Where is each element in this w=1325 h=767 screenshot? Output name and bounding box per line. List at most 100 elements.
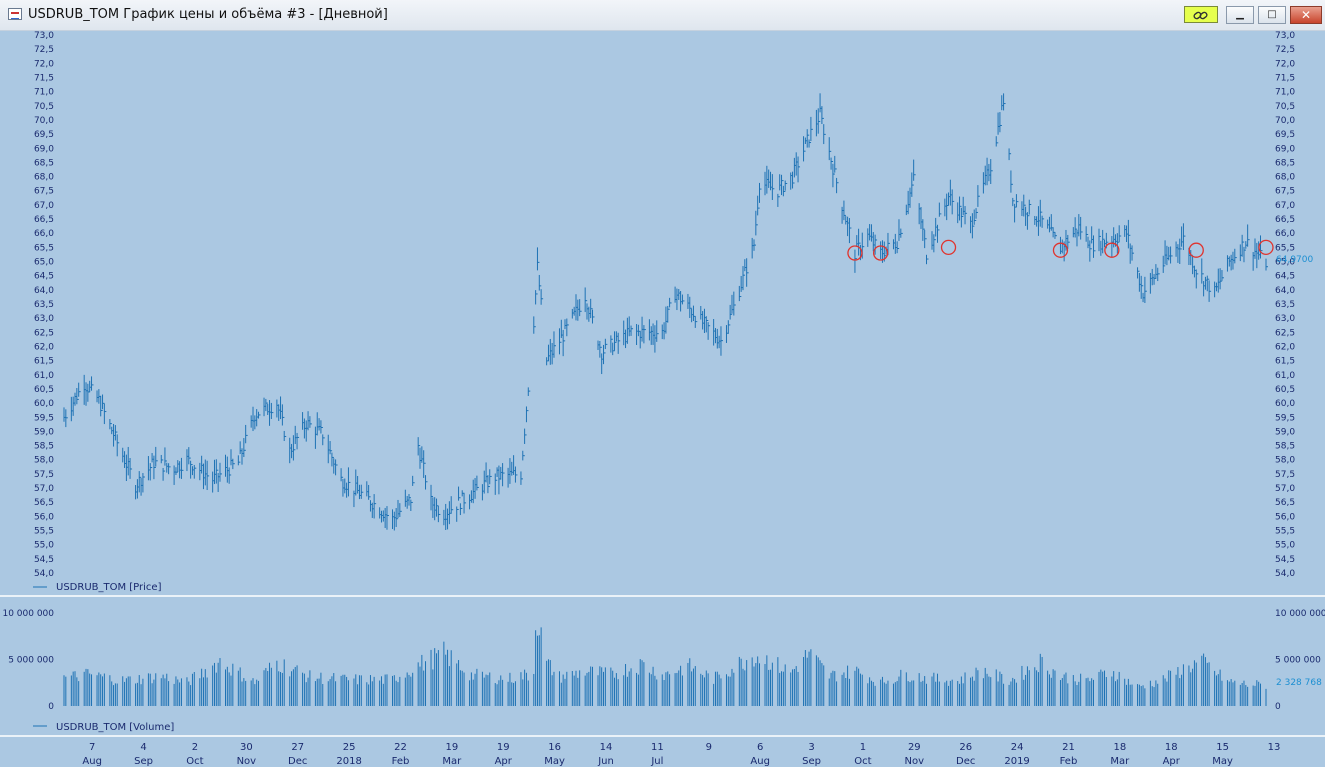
- legends: USDRUB_TOM [Price] USDRUB_TOM [Volume]: [33, 582, 174, 733]
- price-tick-right: 69,5: [1275, 130, 1295, 140]
- window-title: USDRUB_TOM График цены и объёма #3 - [Дн…: [28, 7, 388, 22]
- x-month-tick: Feb: [392, 756, 410, 767]
- x-day-tick: 19: [497, 742, 510, 753]
- price-tick-right: 67,0: [1275, 201, 1295, 211]
- x-day-tick: 26: [959, 742, 972, 753]
- x-month-tick: 2019: [1004, 756, 1029, 767]
- price-tick-right: 66,5: [1275, 215, 1295, 225]
- price-tick-left: 67,0: [34, 201, 54, 211]
- volume-tick-right: 5 000 000: [1275, 656, 1321, 666]
- x-month-tick: Nov: [237, 756, 257, 767]
- x-day-tick: 2: [192, 742, 198, 753]
- x-day-tick: 4: [140, 742, 146, 753]
- price-tick-left: 54,5: [34, 555, 54, 565]
- circle-marker: [1104, 242, 1120, 258]
- price-tick-right: 72,5: [1275, 45, 1295, 55]
- price-tick-right: 66,0: [1275, 229, 1295, 239]
- price-tick-right: 54,5: [1275, 555, 1295, 565]
- price-tick-right: 56,0: [1275, 512, 1295, 522]
- title-bar[interactable]: USDRUB_TOM График цены и объёма #3 - [Дн…: [0, 0, 1325, 31]
- price-tick-right: 69,0: [1275, 144, 1295, 154]
- price-tick-left: 70,0: [34, 116, 54, 126]
- price-tick-left: 64,5: [34, 272, 54, 282]
- x-day-tick: 18: [1113, 742, 1126, 753]
- circle-marker: [1258, 239, 1274, 256]
- x-month-tick: May: [1212, 756, 1233, 767]
- x-day-tick: 7: [89, 742, 95, 753]
- volume-legend-label: USDRUB_TOM [Volume]: [56, 722, 174, 733]
- close-button[interactable]: ✕: [1290, 6, 1322, 24]
- price-tick-left: 61,5: [34, 357, 54, 367]
- price-tick-right: 63,5: [1275, 300, 1295, 310]
- x-day-tick: 16: [548, 742, 561, 753]
- separators: [0, 595, 1325, 737]
- x-day-tick: 19: [446, 742, 459, 753]
- chart-app-icon: [8, 8, 22, 20]
- last-volume-label: 2 328 768: [1276, 678, 1322, 688]
- price-tick-right: 60,5: [1275, 385, 1295, 395]
- x-month-tick: Feb: [1060, 756, 1078, 767]
- price-tick-left: 58,5: [34, 442, 54, 452]
- price-tick-right: 64,0: [1275, 286, 1295, 296]
- x-day-tick: 15: [1216, 742, 1229, 753]
- x-day-tick: 6: [757, 742, 763, 753]
- price-tick-right: 55,0: [1275, 541, 1295, 551]
- x-month-tick: Jun: [597, 756, 614, 767]
- maximize-button[interactable]: □: [1258, 6, 1286, 24]
- x-month-tick: Nov: [905, 756, 925, 767]
- volume-tick-right: 10 000 000: [1275, 609, 1325, 619]
- price-tick-left: 68,0: [34, 173, 54, 183]
- price-tick-left: 66,0: [34, 229, 54, 239]
- circle-marker: [940, 239, 957, 256]
- price-tick-right: 55,5: [1275, 527, 1295, 537]
- x-month-tick: Apr: [1163, 756, 1181, 767]
- price-tick-left: 56,5: [34, 498, 54, 508]
- x-day-tick: 9: [706, 742, 712, 753]
- price-tick-left: 73,0: [34, 31, 54, 41]
- x-day-tick: 21: [1062, 742, 1075, 753]
- price-tick-left: 57,5: [34, 470, 54, 480]
- price-tick-right: 56,5: [1275, 498, 1295, 508]
- price-tick-left: 56,0: [34, 512, 54, 522]
- price-series: [63, 93, 1268, 531]
- x-month-tick: Aug: [82, 756, 102, 767]
- price-tick-left: 58,0: [34, 456, 54, 466]
- price-tick-left: 69,5: [34, 130, 54, 140]
- price-tick-right: 71,0: [1275, 88, 1295, 98]
- x-month-tick: Jul: [650, 756, 663, 767]
- circled-price-markers: [847, 239, 1274, 261]
- price-tick-left: 69,0: [34, 144, 54, 154]
- price-tick-right: 62,0: [1275, 342, 1295, 352]
- price-tick-right: 68,5: [1275, 158, 1295, 168]
- x-day-tick: 27: [291, 742, 304, 753]
- price-tick-left: 62,0: [34, 342, 54, 352]
- price-volume-chart: 54,0 54,0 54,5 54,5 55,0 55,0 55,5 55,5 56,0 56,0…: [0, 31, 1325, 767]
- price-tick-left: 65,5: [34, 243, 54, 253]
- price-tick-right: 68,0: [1275, 173, 1295, 183]
- price-tick-left: 55,5: [34, 527, 54, 537]
- price-tick-left: 65,0: [34, 258, 54, 268]
- price-tick-right: 63,0: [1275, 314, 1295, 324]
- x-day-tick: 30: [240, 742, 253, 753]
- x-month-tick: 2018: [336, 756, 361, 767]
- circle-marker: [1188, 242, 1204, 258]
- volume-tick-left: 5 000 000: [8, 656, 54, 666]
- x-day-tick: 13: [1268, 742, 1281, 753]
- price-tick-right: 67,5: [1275, 187, 1295, 197]
- price-tick-right: 60,0: [1275, 399, 1295, 409]
- price-tick-right: 59,0: [1275, 427, 1295, 437]
- price-tick-left: 54,0: [34, 569, 54, 579]
- circle-marker: [847, 245, 863, 261]
- price-tick-right: 62,5: [1275, 328, 1295, 338]
- x-month-tick: Dec: [956, 756, 975, 767]
- volume-tick-left: 10 000 000: [2, 609, 54, 619]
- minimize-button[interactable]: ▁: [1226, 6, 1254, 24]
- price-legend-label: USDRUB_TOM [Price]: [56, 582, 162, 593]
- price-tick-left: 66,5: [34, 215, 54, 225]
- x-month-tick: Mar: [442, 756, 462, 767]
- price-tick-left: 64,0: [34, 286, 54, 296]
- price-tick-left: 72,5: [34, 45, 54, 55]
- link-chain-icon[interactable]: [1184, 6, 1218, 23]
- price-tick-left: 62,5: [34, 328, 54, 338]
